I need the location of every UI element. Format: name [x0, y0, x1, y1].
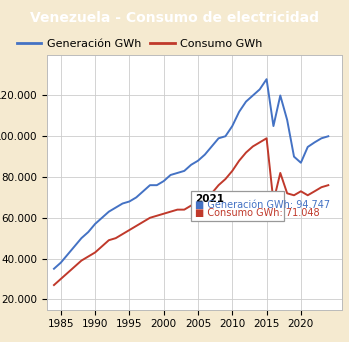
- FancyBboxPatch shape: [191, 191, 284, 221]
- Text: ■ Generación GWh: 94.747: ■ Generación GWh: 94.747: [195, 200, 331, 210]
- Legend: Generación GWh, Consumo GWh: Generación GWh, Consumo GWh: [13, 34, 267, 53]
- Text: ■ Consumo GWh: 71.048: ■ Consumo GWh: 71.048: [195, 208, 320, 218]
- Text: 2021: 2021: [195, 194, 224, 204]
- Text: Venezuela - Consumo de electricidad: Venezuela - Consumo de electricidad: [30, 11, 319, 25]
